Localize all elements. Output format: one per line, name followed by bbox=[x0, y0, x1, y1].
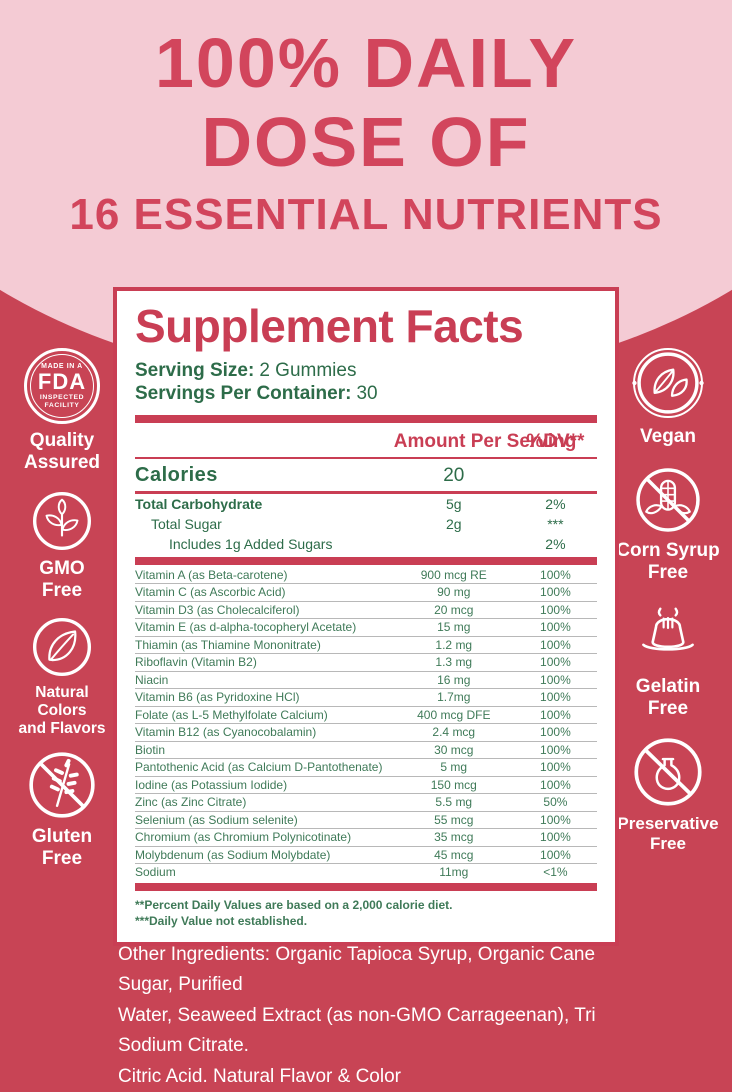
table-row: Sodium 11mg <1% bbox=[135, 863, 597, 881]
table-row: Zinc (as Zinc Citrate) 5.5 mg 50% bbox=[135, 793, 597, 811]
badge-gluten-free: Gluten Free bbox=[27, 750, 97, 870]
headline: 100% DAILY DOSE OF 16 ESSENTIAL NUTRIENT… bbox=[0, 24, 732, 240]
gluten-free-wheat-icon bbox=[27, 750, 97, 820]
table-row: Vitamin D3 (as Cholecalciferol) 20 mcg 1… bbox=[135, 600, 597, 619]
table-row: Niacin 16 mg 100% bbox=[135, 670, 597, 689]
badge-label: Gluten Free bbox=[31, 826, 93, 870]
supplement-facts-panel: Supplement Facts Serving Size: 2 Gummies … bbox=[113, 287, 619, 947]
table-row: Chromium (as Chromium Polynicotinate) 35… bbox=[135, 828, 597, 846]
badge-label: Quality Assured bbox=[23, 430, 101, 474]
dv-header: %DV** bbox=[526, 430, 585, 452]
vegan-leaves-icon bbox=[631, 346, 705, 420]
divider-thin bbox=[135, 491, 597, 494]
badge-column-right: Vegan Corn Syrup Free bbox=[606, 346, 730, 854]
table-row: Pantothenic Acid (as Calcium D-Pantothen… bbox=[135, 758, 597, 776]
table-row: Total Sugar 2g *** bbox=[151, 515, 564, 532]
headline-line2: DOSE OF bbox=[201, 103, 531, 182]
badge-vegan: Vegan bbox=[631, 346, 705, 448]
gmo-free-sprout-icon bbox=[31, 490, 93, 552]
table-row: Total Carbohydrate 5g 2% bbox=[135, 495, 566, 512]
serving-size: Serving Size: 2 Gummies bbox=[135, 359, 357, 381]
badge-quality-assured: MADE IN A FDA INSPECTED FACILITY Quality… bbox=[24, 348, 100, 474]
divider-thick bbox=[135, 556, 597, 565]
badge-label: Vegan bbox=[640, 426, 696, 447]
badge-preservative-free: Preservative Free bbox=[617, 736, 719, 853]
gelatin-free-jelly-icon bbox=[633, 600, 703, 670]
divider-thick bbox=[135, 414, 597, 423]
badge-label: Gelatin Free bbox=[635, 676, 701, 720]
badge-column-left: MADE IN A FDA INSPECTED FACILITY Quality… bbox=[10, 348, 114, 870]
badge-label: Corn Syrup Free bbox=[616, 540, 720, 584]
badge-natural-colors: Natural Colors and Flavors bbox=[19, 616, 106, 738]
table-row: Molybdenum (as Sodium Molybdate) 45 mcg … bbox=[135, 845, 597, 864]
table-row: Folate (as L-5 Methylfolate Calcium) 400… bbox=[135, 705, 597, 724]
footnotes: **Percent Daily Values are based on a 2,… bbox=[135, 897, 453, 929]
supplement-facts-title: Supplement Facts bbox=[135, 300, 524, 352]
table-row: Vitamin C (as Ascorbic Acid) 90 mg 100% bbox=[135, 583, 597, 601]
amount-per-serving-header: Amount Per Serving bbox=[393, 430, 577, 452]
servings-per-container: Servings Per Container: 30 bbox=[135, 382, 378, 404]
table-row: Selenium (as Sodium selenite) 55 mcg 100… bbox=[135, 810, 597, 829]
calories-row: Calories 20 bbox=[135, 464, 465, 486]
nutrient-rows: Vitamin A (as Beta-carotene) 900 mcg RE … bbox=[135, 567, 597, 881]
badge-gelatin-free: Gelatin Free bbox=[633, 600, 703, 720]
table-row: Iodine (as Potassium Iodide) 150 mcg 100… bbox=[135, 775, 597, 794]
table-row: Vitamin B6 (as Pyridoxine HCl) 1.7mg 100… bbox=[135, 688, 597, 706]
natural-leaf-icon bbox=[31, 616, 93, 678]
divider-thick bbox=[135, 882, 597, 891]
table-row: Riboflavin (Vitamin B2) 1.3 mg 100% bbox=[135, 653, 597, 671]
badge-label: Preservative Free bbox=[617, 814, 719, 853]
macro-rows: Total Carbohydrate 5g 2% Total Sugar 2g … bbox=[135, 494, 597, 554]
table-row: Vitamin A (as Beta-carotene) 900 mcg RE … bbox=[135, 567, 571, 582]
facts-header-row: Amount Per Serving %DV** bbox=[135, 428, 597, 457]
other-ingredients-text: Other Ingredients: Organic Tapioca Syrup… bbox=[118, 944, 596, 1087]
headline-line3: 16 ESSENTIAL NUTRIENTS bbox=[69, 190, 663, 240]
fda-badge-icon: MADE IN A FDA INSPECTED FACILITY bbox=[24, 348, 100, 424]
table-row: Thiamin (as Thiamine Mononitrate) 1.2 mg… bbox=[135, 635, 597, 654]
headline-line1: 100% DAILY bbox=[154, 24, 578, 102]
table-row: Vitamin B12 (as Cyanocobalamin) 2.4 mcg … bbox=[135, 723, 597, 741]
preservative-free-flask-icon bbox=[632, 736, 704, 808]
badge-corn-syrup-free: Corn Syrup Free bbox=[616, 466, 720, 584]
badge-label: GMO Free bbox=[39, 558, 85, 602]
badge-gmo-free: GMO Free bbox=[31, 490, 93, 602]
badge-label: Natural Colors and Flavors bbox=[18, 684, 106, 738]
divider-thin bbox=[135, 456, 597, 459]
table-row: Biotin 30 mcg 100% bbox=[135, 740, 597, 759]
corn-syrup-free-icon bbox=[634, 466, 702, 534]
table-row: Vitamin E (as d-alpha-tocopheryl Acetate… bbox=[135, 618, 597, 636]
table-row: Includes 1g Added Sugars 2% bbox=[169, 535, 566, 552]
